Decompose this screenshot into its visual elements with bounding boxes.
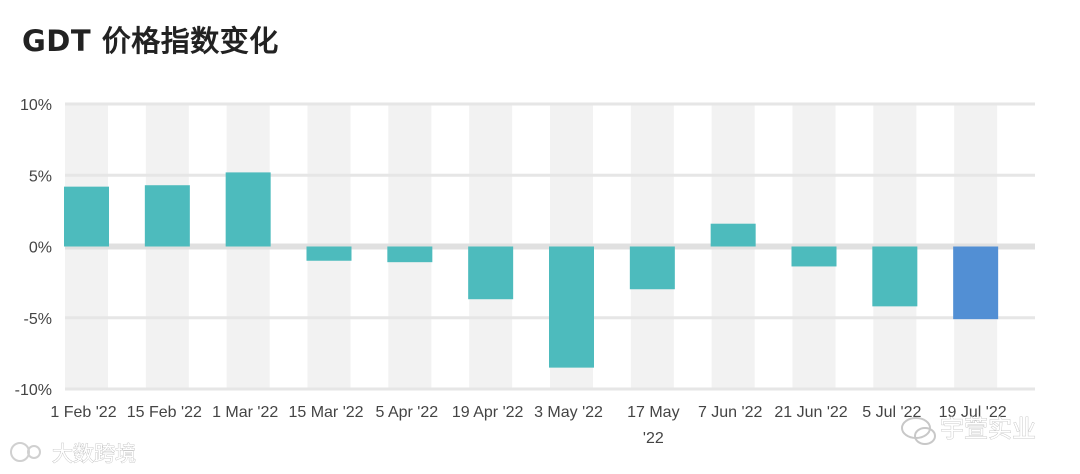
x-tick-label: 19 Apr '22 <box>452 404 524 421</box>
x-tick-label: 1 Mar '22 <box>212 404 278 421</box>
x-tick-label: 19 Jul '22 <box>939 404 1007 421</box>
watermark-right-text: 宇萱实业 <box>940 415 1036 443</box>
bar[interactable] <box>144 185 190 247</box>
bar[interactable] <box>64 186 109 247</box>
x-tick-label: 3 May '22 <box>534 404 603 421</box>
bar[interactable] <box>225 172 271 247</box>
bar[interactable] <box>710 223 756 247</box>
x-tick-label: 15 Mar '22 <box>288 404 363 421</box>
y-axis-ticks: 10% 5% 0% -5% -10% <box>15 97 52 399</box>
bar[interactable] <box>872 246 918 307</box>
x-tick-label: 15 Feb '22 <box>127 404 202 421</box>
bars <box>64 172 999 368</box>
x-tick-label: 5 Apr '22 <box>376 404 439 421</box>
x-tick-label: 7 Jun '22 <box>698 404 763 421</box>
bar[interactable] <box>306 246 352 261</box>
watermark-right: 宇萱实业 <box>901 415 1036 445</box>
y-tick-label: 0% <box>29 240 52 257</box>
x-tick-label: 21 Jun '22 <box>774 404 847 421</box>
bar[interactable] <box>953 246 999 320</box>
y-tick-label: 5% <box>29 168 52 185</box>
watermark-left: 大数跨境 <box>10 442 136 466</box>
y-tick-label: -5% <box>24 311 52 328</box>
bar[interactable] <box>549 246 594 368</box>
bar[interactable] <box>629 246 675 290</box>
x-tick-label: 1 Feb '22 <box>50 404 116 421</box>
watermark-left-text: 大数跨境 <box>52 442 136 466</box>
bar[interactable] <box>387 246 433 263</box>
bar[interactable] <box>791 246 837 267</box>
y-tick-label: 10% <box>20 97 52 114</box>
chart-title: GDT 价格指数变化 <box>22 24 279 58</box>
y-tick-label: -10% <box>15 382 52 399</box>
bar[interactable] <box>468 246 514 300</box>
x-tick-label: 17 May '22 <box>627 404 679 447</box>
x-tick-label: 5 Jul '22 <box>862 404 921 421</box>
x-axis-ticks: 1 Feb '22 15 Feb '22 1 Mar '22 15 Mar '22 5 … <box>50 404 1006 447</box>
